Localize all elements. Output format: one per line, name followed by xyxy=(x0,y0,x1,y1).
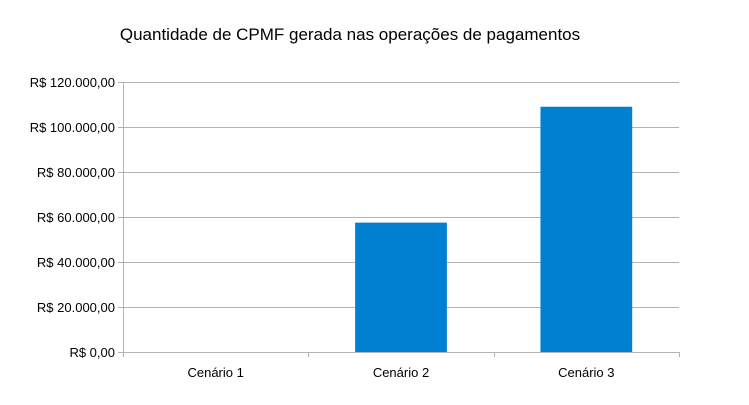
chart-title: Quantidade de CPMF gerada nas operações … xyxy=(120,25,580,44)
x-category-label: Cenário 1 xyxy=(187,365,243,380)
x-category-label: Cenário 2 xyxy=(373,365,429,380)
y-tick-label: R$ 0,00 xyxy=(69,345,115,360)
y-tick-label: R$ 20.000,00 xyxy=(37,300,115,315)
y-tick-label: R$ 100.000,00 xyxy=(30,120,115,135)
bar-3 xyxy=(540,106,633,352)
bars xyxy=(355,106,633,352)
y-tick-label: R$ 60.000,00 xyxy=(37,210,115,225)
y-tick-label: R$ 120.000,00 xyxy=(30,75,115,90)
x-category-label: Cenário 3 xyxy=(558,365,614,380)
y-tick-label: R$ 40.000,00 xyxy=(37,255,115,270)
axes xyxy=(118,82,680,357)
y-tick-label: R$ 80.000,00 xyxy=(37,165,115,180)
x-axis-category-labels: Cenário 1 Cenário 2 Cenário 3 xyxy=(187,365,614,380)
y-axis-tick-labels: R$ 0,00 R$ 20.000,00 R$ 40.000,00 R$ 60.000… xyxy=(30,75,115,360)
bar-2 xyxy=(355,222,447,352)
